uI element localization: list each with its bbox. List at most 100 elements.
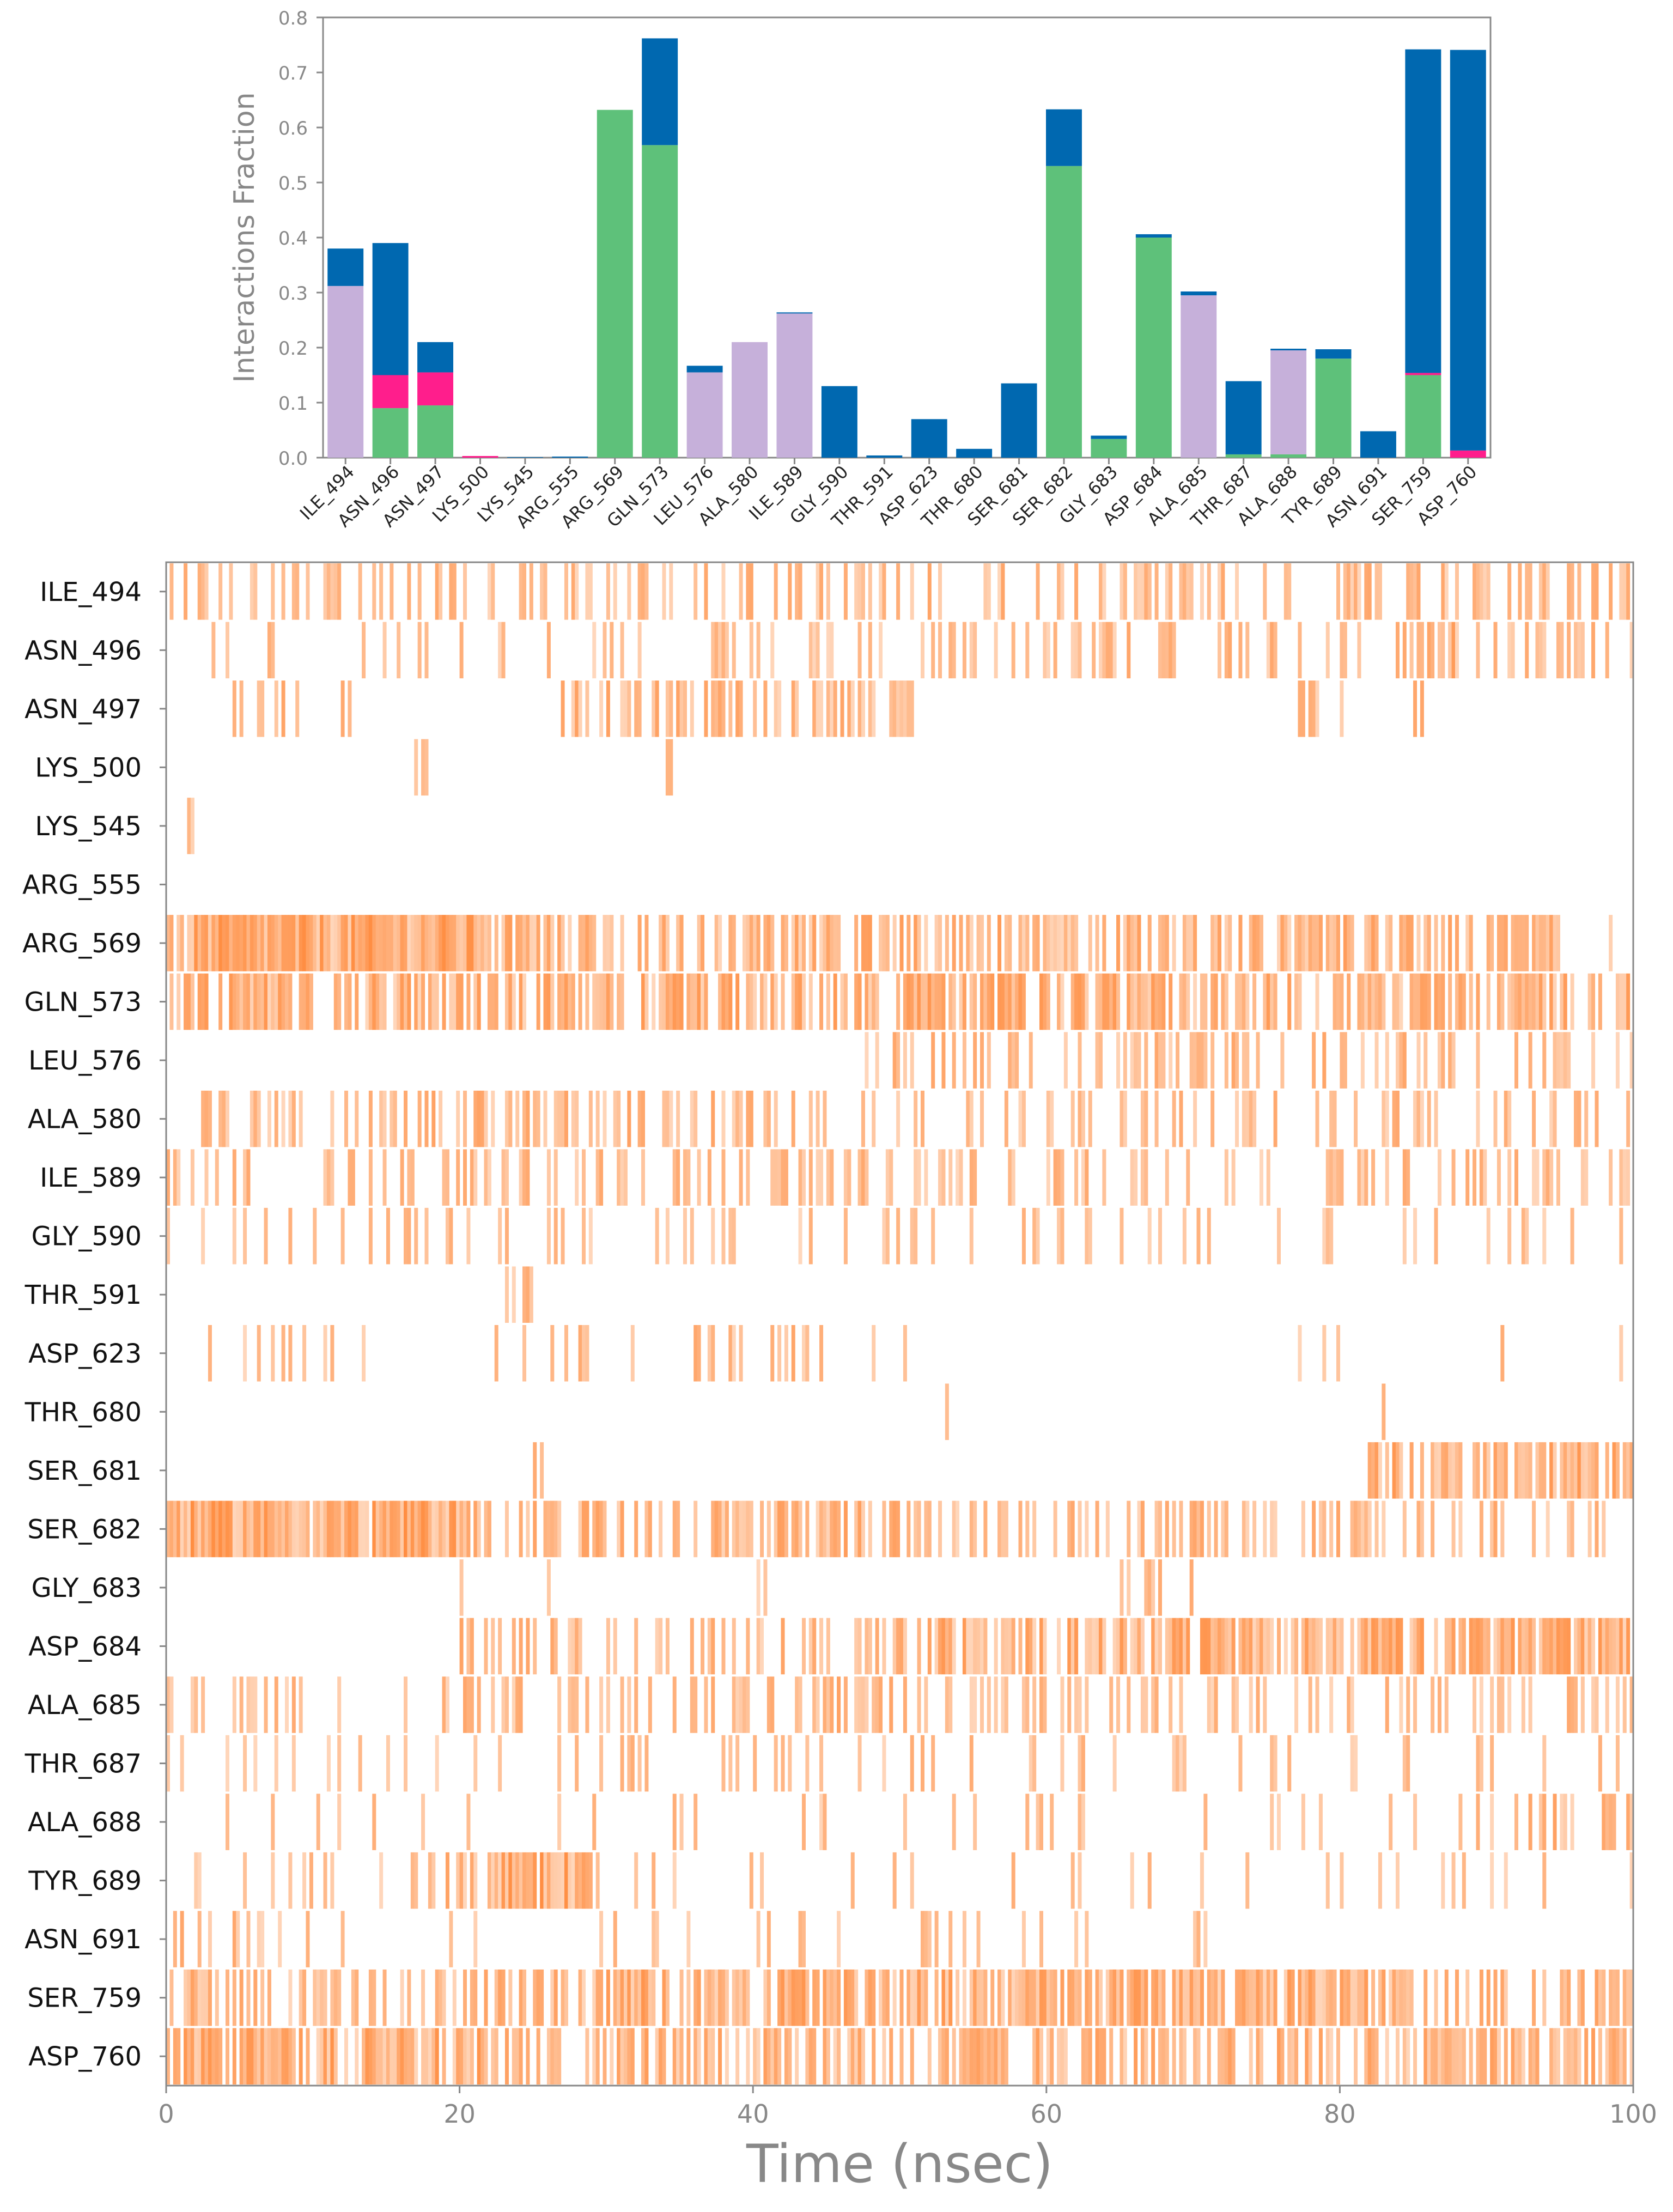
heatmap-contact-mark <box>603 973 607 1030</box>
heatmap-contact-mark <box>1399 1032 1403 1089</box>
heatmap-contact-mark <box>197 563 202 620</box>
heatmap-contact-mark <box>522 1852 527 1909</box>
heatmap-contact-mark <box>781 1618 785 1675</box>
heatmap-contact-mark <box>1500 1676 1505 1733</box>
heatmap-contact-mark <box>316 915 320 971</box>
heatmap-contact-mark <box>386 1735 390 1792</box>
heatmap-contact-mark <box>588 1852 593 1909</box>
heatmap-contact-mark <box>519 1969 523 2026</box>
heatmap-contact-mark <box>1591 1032 1596 1089</box>
heatmap-contact-mark <box>326 915 331 971</box>
heatmap-contact-mark <box>697 973 701 1030</box>
heatmap-contact-mark <box>379 1090 384 1147</box>
heatmap-contact-mark <box>1354 1735 1358 1792</box>
heatmap-contact-mark <box>257 1500 261 1558</box>
heatmap-contact-mark <box>1235 1676 1239 1733</box>
heatmap-contact-mark <box>718 1500 722 1558</box>
heatmap-contact-mark <box>1116 1676 1121 1733</box>
heatmap-contact-mark <box>1137 1969 1141 2026</box>
heatmap-contact-mark <box>456 1090 460 1147</box>
heatmap-contact-mark <box>749 563 753 620</box>
heatmap-contact-mark <box>1015 973 1019 1030</box>
heatmap-contact-mark <box>969 1735 974 1792</box>
heatmap-contact-mark <box>1538 973 1543 1030</box>
heatmap-contact-mark <box>494 973 498 1030</box>
heatmap-contact-mark <box>760 973 764 1030</box>
heatmap-contact-mark <box>1147 1559 1152 1616</box>
heatmap-contact-mark <box>1169 563 1173 620</box>
heatmap-contact-mark <box>1371 915 1376 971</box>
heatmap-contact-mark <box>914 973 918 1030</box>
heatmap-contact-mark <box>948 1676 953 1733</box>
heatmap-contact-mark <box>382 973 387 1030</box>
heatmap-contact-mark <box>299 1676 303 1733</box>
heatmap-contact-mark <box>459 622 464 679</box>
heatmap-contact-mark <box>166 1735 171 1792</box>
heatmap-contact-mark <box>1249 915 1253 971</box>
heatmap-contact-mark <box>826 1969 830 2026</box>
heatmap-contact-mark <box>1413 1618 1418 1675</box>
heatmap-contact-mark <box>410 2028 415 2085</box>
heatmap-contact-mark <box>1479 1149 1483 1206</box>
heatmap-contact-mark <box>484 1500 488 1558</box>
heatmap-contact-mark <box>1116 973 1121 1030</box>
heatmap-contact-mark <box>948 1911 953 1967</box>
heatmap-contact-mark <box>686 973 691 1030</box>
heatmap-contact-mark <box>564 1090 568 1147</box>
heatmap-contact-mark <box>1025 1794 1030 1850</box>
heatmap-contact-mark <box>519 1618 523 1675</box>
heatmap-contact-mark <box>466 973 471 1030</box>
heatmap-contact-mark <box>938 1500 942 1558</box>
heatmap-row-ala-580 <box>201 1090 1631 1147</box>
heatmap-contact-mark <box>843 1500 848 1558</box>
heatmap-contact-mark <box>952 2028 956 2085</box>
heatmap-contact-mark <box>718 622 722 679</box>
heatmap-contact-mark <box>1573 1442 1578 1499</box>
heatmap-contact-mark <box>1189 1969 1194 2026</box>
heatmap-contact-mark <box>1507 1676 1512 1733</box>
heatmap-contact-mark <box>987 563 991 620</box>
heatmap-contact-mark <box>288 1325 293 1382</box>
heatmap-contact-mark <box>313 1207 317 1265</box>
heatmap-contact-mark <box>1120 1618 1124 1675</box>
heatmap-contact-mark <box>571 1090 575 1147</box>
heatmap-contact-mark <box>173 1149 177 1206</box>
heatmap-contact-mark <box>1032 1500 1037 1558</box>
heatmap-contact-mark <box>508 915 513 971</box>
heatmap-contact-mark <box>571 563 575 620</box>
heatmap-contact-mark <box>1357 1969 1361 2026</box>
heatmap-contact-mark <box>812 2028 817 2085</box>
heatmap-contact-mark <box>246 915 251 971</box>
row-label: LYS_500 <box>35 752 142 783</box>
heatmap-row-ser-682 <box>166 1500 1606 1558</box>
heatmap-contact-mark <box>243 973 247 1030</box>
heatmap-contact-mark <box>449 1911 453 1967</box>
heatmap-contact-mark <box>693 1090 698 1147</box>
heatmap-contact-mark <box>386 915 390 971</box>
heatmap-contact-mark <box>1333 973 1337 1030</box>
heatmap-contact-mark <box>365 1500 369 1558</box>
heatmap-contact-mark <box>1032 1969 1037 2026</box>
heatmap-contact-mark <box>1371 973 1376 1030</box>
heatmap-contact-mark <box>823 2028 827 2085</box>
heatmap-contact-mark <box>1367 973 1372 1030</box>
heatmap-contact-mark <box>512 1618 516 1675</box>
heatmap-contact-mark <box>274 915 278 971</box>
heatmap-contact-mark <box>697 1969 701 2026</box>
heatmap-contact-mark <box>536 2028 540 2085</box>
heatmap-contact-mark <box>1507 563 1512 620</box>
heatmap-contact-mark <box>1431 2028 1435 2085</box>
heatmap-contact-mark <box>274 1500 278 1558</box>
heatmap-contact-mark <box>1406 1969 1410 2026</box>
heatmap-contact-mark <box>861 2028 865 2085</box>
heatmap-contact-mark <box>1595 1676 1599 1733</box>
heatmap-contact-mark <box>1615 1676 1620 1733</box>
heatmap-contact-mark <box>1406 915 1410 971</box>
heatmap-contact-mark <box>246 1500 251 1558</box>
heatmap-contact-mark <box>606 1969 610 2026</box>
heatmap-contact-mark <box>669 739 673 796</box>
heatmap-contact-mark <box>1609 1794 1613 1850</box>
heatmap-contact-mark <box>973 2028 977 2085</box>
heatmap-contact-mark <box>973 1032 977 1089</box>
heatmap-contact-mark <box>1098 973 1103 1030</box>
